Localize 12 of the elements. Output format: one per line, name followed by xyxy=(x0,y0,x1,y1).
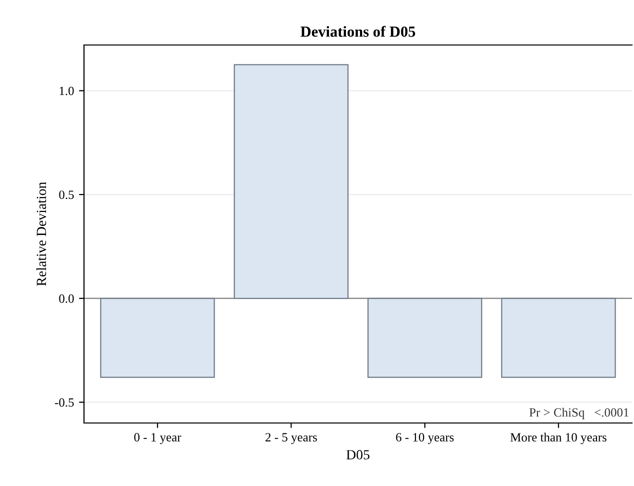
x-axis-title: D05 xyxy=(346,450,370,460)
x-tick-label: 2 - 5 years xyxy=(266,433,317,444)
chart-title: Deviations of D05 xyxy=(300,26,416,37)
y-tick-label: 0.5 xyxy=(59,190,74,200)
x-tick-label: More than 10 years xyxy=(510,432,606,444)
y-axis-title: Relative Deviation xyxy=(36,182,46,286)
annotation: Pr > ChiSq <.0001 xyxy=(529,408,629,420)
x-tick-label: 6 - 10 years xyxy=(396,433,454,444)
x-tick-label: 0 - 1 year xyxy=(134,433,182,444)
y-tick-label: 0.0 xyxy=(59,294,74,303)
y-tick-label: 1.0 xyxy=(60,86,74,96)
y-tick-label: -0.5 xyxy=(54,398,74,407)
